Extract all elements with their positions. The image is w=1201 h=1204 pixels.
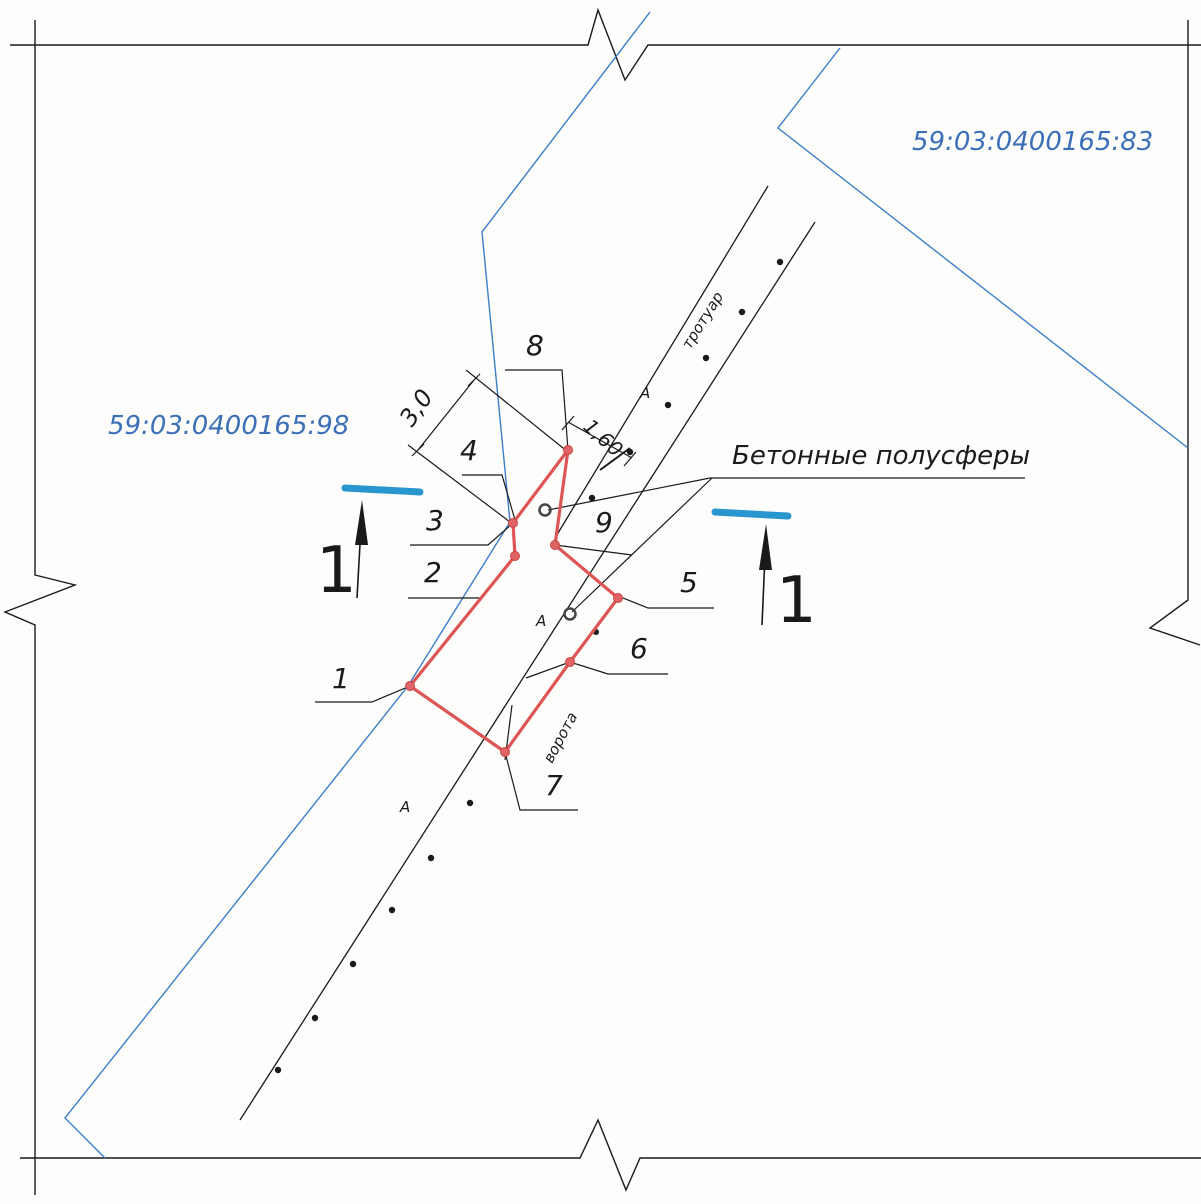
dimension-line-3 <box>417 379 475 451</box>
point-label-7: 7 <box>545 769 563 802</box>
vertex-3 <box>508 518 518 528</box>
leader-point-3 <box>410 522 514 546</box>
point-label-5: 5 <box>680 566 698 599</box>
fence-line <box>239 221 816 1121</box>
sidewalk-label: тротуар <box>678 289 727 353</box>
leader-lines <box>315 369 1025 811</box>
dimension-line-160 <box>567 421 633 459</box>
point-label-9: 9 <box>595 506 613 539</box>
vertex-8 <box>563 445 573 455</box>
mark-a-top: А <box>639 384 650 402</box>
fence-dot <box>311 1014 319 1022</box>
sidewalk-edge-line <box>554 185 769 539</box>
leader-point-9 <box>554 544 633 556</box>
hemispheres <box>538 503 577 621</box>
leader-hemisphere-b <box>571 477 713 613</box>
fence-dot <box>702 354 710 362</box>
leader-hemisphere-a <box>547 477 1025 511</box>
fence-dot <box>588 494 596 502</box>
section-bar <box>711 508 792 520</box>
leader-point-7 <box>504 751 578 811</box>
leader-point-1 <box>315 685 411 703</box>
section-number-left: 1 <box>316 534 357 608</box>
frame-bottom-line <box>20 1118 1201 1192</box>
fence-dot <box>738 308 746 316</box>
parcel-boundaries <box>64 11 1189 1159</box>
gate-label: ворота <box>540 709 582 766</box>
vertex-6 <box>565 657 575 667</box>
hemisphere-icon <box>563 607 577 621</box>
hemisphere-icon <box>538 503 552 517</box>
section-bar <box>341 484 424 496</box>
cadastral-number-left: 59:03:0400165:98 <box>108 411 349 441</box>
dimension-arrow <box>599 447 631 471</box>
frame-left-line <box>3 20 78 1195</box>
section-arrow-icon <box>355 500 368 545</box>
frame-top-line <box>10 7 1201 82</box>
extension-line-3-a <box>407 444 511 523</box>
fence-dot <box>388 906 396 914</box>
point-label-4: 4 <box>460 434 478 467</box>
section-marker-left <box>341 484 424 599</box>
extension-line-3-b <box>465 369 569 453</box>
mark-a-middle: А <box>535 612 546 630</box>
vertex-2 <box>510 551 520 561</box>
parcel-boundary-right <box>777 47 1189 449</box>
dimension-label-3: 3,0 <box>394 384 439 431</box>
section-marker-right <box>711 508 792 626</box>
fence-dot <box>427 854 435 862</box>
leader-point-5 <box>617 595 714 609</box>
site-outline <box>408 448 620 754</box>
leader-point-8 <box>505 369 569 451</box>
point-label-1: 1 <box>332 662 350 695</box>
point-label-6: 6 <box>630 632 648 665</box>
vertex-7 <box>500 747 510 757</box>
leader-point-4 <box>462 474 516 521</box>
tick-160-a <box>561 415 575 431</box>
mark-a-bottom: А <box>399 798 410 816</box>
leader-point-6 <box>525 661 668 679</box>
fence-dot <box>776 258 784 266</box>
fence-dots <box>274 258 784 1074</box>
street-lines <box>239 185 816 1121</box>
cadastral-number-right: 59:03:0400165:83 <box>912 127 1153 157</box>
parcel-boundary-upper <box>481 11 651 523</box>
tick-3-b <box>467 373 481 387</box>
hemispheres-label: Бетонные полусферы <box>732 441 1030 471</box>
frame-right-line <box>1148 20 1201 646</box>
vertex-1 <box>405 681 415 691</box>
site-vertices <box>405 445 623 757</box>
fence-dot <box>349 960 357 968</box>
section-arrow-icon <box>759 524 772 570</box>
point-label-8: 8 <box>526 329 544 362</box>
point-label-2: 2 <box>424 556 442 589</box>
fence-dot <box>466 799 474 807</box>
point-label-3: 3 <box>426 504 444 537</box>
parcel-boundary-lower <box>64 521 511 1159</box>
fence-dot <box>274 1066 282 1074</box>
tick-3-a <box>411 443 425 457</box>
section-number-right: 1 <box>776 564 817 638</box>
vertex-5 <box>613 593 623 603</box>
vertex-9 <box>550 540 560 550</box>
tick-160-b <box>623 451 637 467</box>
drawing-frame <box>3 7 1201 1195</box>
dimension-lines <box>407 369 637 523</box>
fence-dot <box>664 401 672 409</box>
